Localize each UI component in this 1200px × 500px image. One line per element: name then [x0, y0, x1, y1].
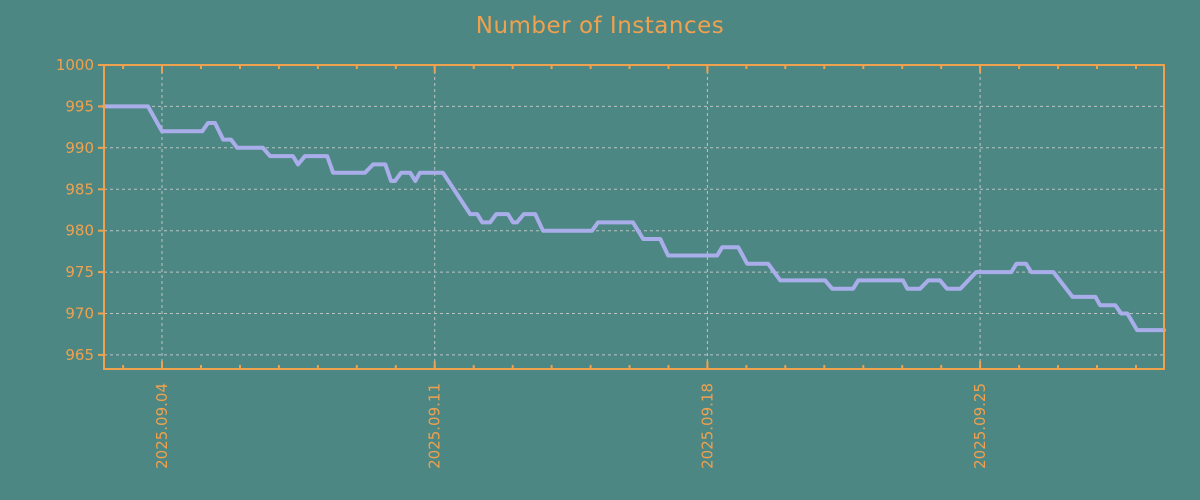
x-tick-label: 2025.09.25 — [971, 383, 989, 469]
y-tick-label: 985 — [65, 180, 94, 198]
plot-border — [103, 64, 1165, 370]
y-tick-label: 1000 — [56, 56, 94, 74]
series-line — [102, 104, 1166, 333]
x-tick-label: 2025.09.18 — [698, 383, 716, 469]
y-tick-label: 965 — [65, 346, 94, 364]
y-tick-label: 995 — [65, 97, 94, 115]
x-tick-label: 2025.09.04 — [153, 383, 171, 469]
y-tick-label: 975 — [65, 263, 94, 281]
y-tick-label: 990 — [65, 139, 94, 157]
chart-title: Number of Instances — [475, 13, 725, 39]
y-tick-label: 980 — [65, 222, 94, 240]
x-tick-label: 2025.09.11 — [426, 383, 444, 469]
y-tick-label: 970 — [65, 305, 94, 323]
